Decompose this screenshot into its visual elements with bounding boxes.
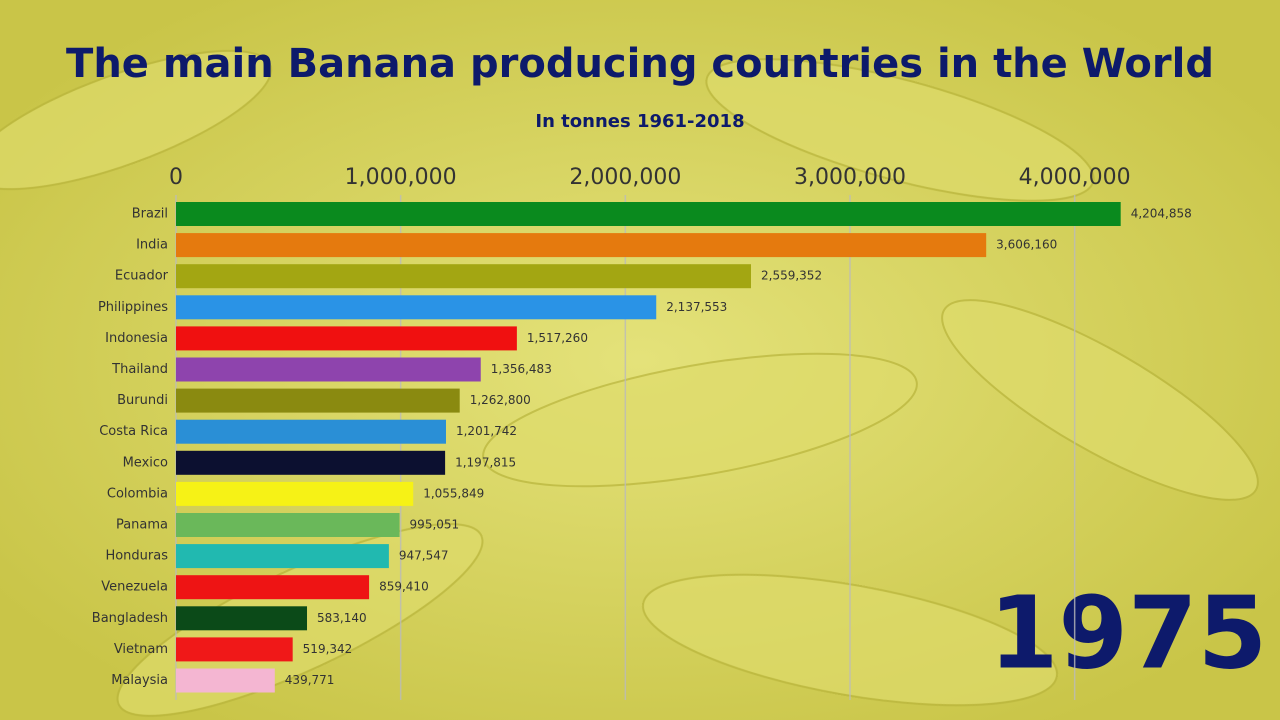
bar <box>176 513 400 537</box>
bar <box>176 264 752 289</box>
bar <box>176 295 657 320</box>
value-label: 1,356,483 <box>491 362 552 376</box>
bar <box>176 419 446 444</box>
y-tick-label: Bangladesh <box>92 611 168 626</box>
value-label: 995,051 <box>410 518 460 532</box>
y-tick-label: Ecuador <box>115 269 169 284</box>
value-label: 2,559,352 <box>761 269 822 283</box>
bar <box>176 233 987 258</box>
year-label: 1975 <box>989 574 1267 691</box>
value-label: 1,055,849 <box>423 486 484 500</box>
x-tick-label: 2,000,000 <box>569 165 681 190</box>
value-label: 1,201,742 <box>456 424 517 438</box>
value-label: 1,517,260 <box>527 331 588 345</box>
bar <box>176 450 446 475</box>
x-tick-label: 3,000,000 <box>794 165 906 190</box>
bar <box>176 357 481 382</box>
bar <box>176 388 460 413</box>
value-label: 1,262,800 <box>470 393 531 407</box>
bar <box>176 481 414 506</box>
y-tick-label: Indonesia <box>105 331 168 346</box>
value-label: 439,771 <box>285 673 335 687</box>
bar <box>176 606 308 631</box>
bar <box>176 202 1121 226</box>
y-tick-label: Honduras <box>105 549 168 564</box>
x-tick-label: 1,000,000 <box>345 165 457 190</box>
y-tick-label: Panama <box>116 518 168 533</box>
value-label: 859,410 <box>379 580 429 594</box>
bar <box>176 637 293 662</box>
value-label: 2,137,553 <box>666 300 727 314</box>
y-tick-label: Venezuela <box>101 580 168 595</box>
y-tick-label: Burundi <box>117 393 168 408</box>
x-tick-label: 0 <box>169 165 183 190</box>
bar <box>176 575 370 600</box>
bar <box>176 544 389 569</box>
bar <box>176 668 275 693</box>
y-tick-label: Colombia <box>107 486 168 501</box>
y-tick-label: Mexico <box>123 455 168 470</box>
y-tick-label: Malaysia <box>111 673 168 688</box>
chart-title: The main Banana producing countries in t… <box>66 41 1214 87</box>
value-label: 3,606,160 <box>996 238 1057 252</box>
value-label: 947,547 <box>399 549 449 563</box>
value-label: 519,342 <box>303 642 353 656</box>
bar <box>176 326 517 351</box>
value-label: 1,197,815 <box>455 455 516 469</box>
y-tick-label: Brazil <box>132 207 168 222</box>
y-tick-label: Philippines <box>98 300 168 315</box>
value-label: 4,204,858 <box>1131 207 1192 221</box>
y-tick-label: Costa Rica <box>99 424 168 439</box>
y-tick-label: Vietnam <box>114 642 168 657</box>
y-tick-label: India <box>136 238 168 253</box>
x-tick-label: 4,000,000 <box>1019 165 1131 190</box>
value-label: 583,140 <box>317 611 367 625</box>
chart-subtitle: In tonnes 1961-2018 <box>535 111 744 132</box>
y-tick-label: Thailand <box>111 362 168 377</box>
